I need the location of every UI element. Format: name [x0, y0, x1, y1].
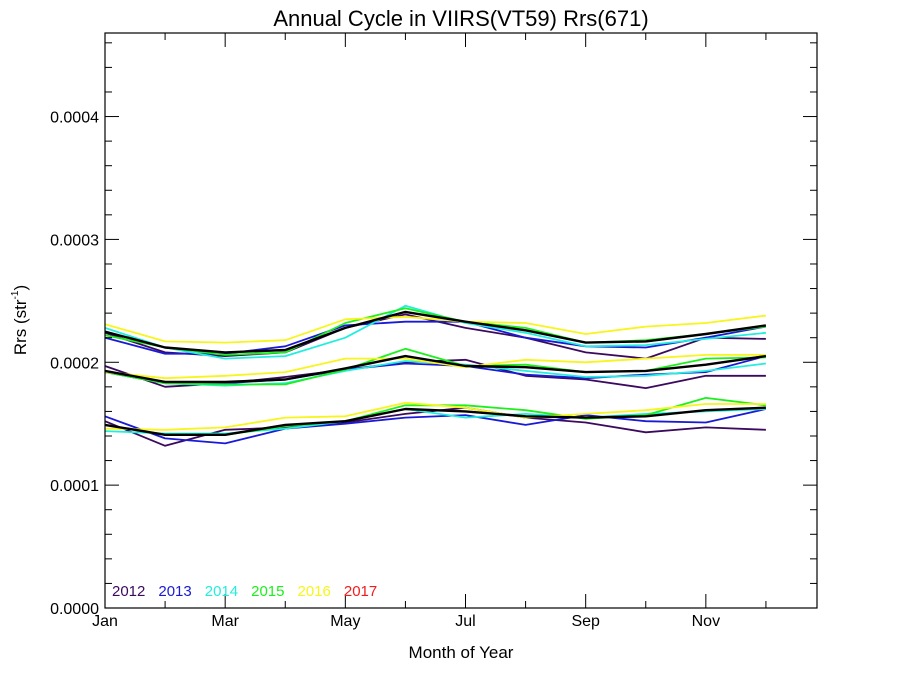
- series-line-upper-mean: [104, 310, 767, 354]
- y-tick-label-0.0001: 0.0001: [50, 478, 99, 495]
- x-tick-label-Jan: Jan: [92, 613, 118, 630]
- series-line-lower-mean: [104, 406, 766, 436]
- y-axis-title: Rrs (str-1): [10, 285, 30, 355]
- series-line-middle-2016: [104, 353, 766, 380]
- series-line-lower-2014: [104, 408, 766, 435]
- x-axis-title: Month of Year: [409, 643, 514, 662]
- y-axis: 0.0000 0.0001 0.0002 0.0003 0.0004: [50, 42, 817, 618]
- series-line-upper-2016: [104, 314, 767, 344]
- series-line-lower-2016: [104, 401, 766, 431]
- y-axis-title-sup: -1: [10, 290, 21, 299]
- series-line-lower-2013: [104, 408, 767, 445]
- legend: 2012 2013 2014 2015 2016 2017: [112, 583, 377, 600]
- x-tick-label-Mar: Mar: [211, 613, 239, 630]
- legend-entry-2013: 2013: [158, 583, 191, 600]
- legend-entry-2015: 2015: [251, 583, 284, 600]
- plot-frame: [104, 32, 818, 609]
- y-tick-label-0.0000: 0.0000: [50, 601, 99, 618]
- y-axis-title-end: ): [11, 285, 30, 291]
- x-axis: Jan Mar May Jul Sep Nov: [92, 33, 767, 630]
- x-tick-label-May: May: [330, 613, 360, 630]
- legend-entry-2012: 2012: [112, 583, 145, 600]
- chart-title: Annual Cycle in VIIRS(VT59) Rrs(671): [273, 6, 648, 31]
- y-tick-label-0.0002: 0.0002: [50, 355, 99, 372]
- y-tick-label-0.0003: 0.0003: [50, 232, 99, 249]
- x-tick-label-Sep: Sep: [571, 613, 600, 630]
- legend-entry-2016: 2016: [298, 583, 331, 600]
- legend-entry-2017: 2017: [344, 583, 377, 600]
- series-line-middle-mean: [104, 354, 767, 384]
- series-line-upper-2015: [104, 307, 767, 356]
- x-tick-label-Nov: Nov: [692, 613, 720, 630]
- plot-lines: [104, 304, 767, 447]
- y-axis-title-main: Rrs (str: [11, 299, 30, 355]
- legend-entry-2014: 2014: [205, 583, 238, 600]
- y-tick-label-0.0004: 0.0004: [50, 110, 99, 127]
- x-tick-label-Jul: Jul: [455, 613, 475, 630]
